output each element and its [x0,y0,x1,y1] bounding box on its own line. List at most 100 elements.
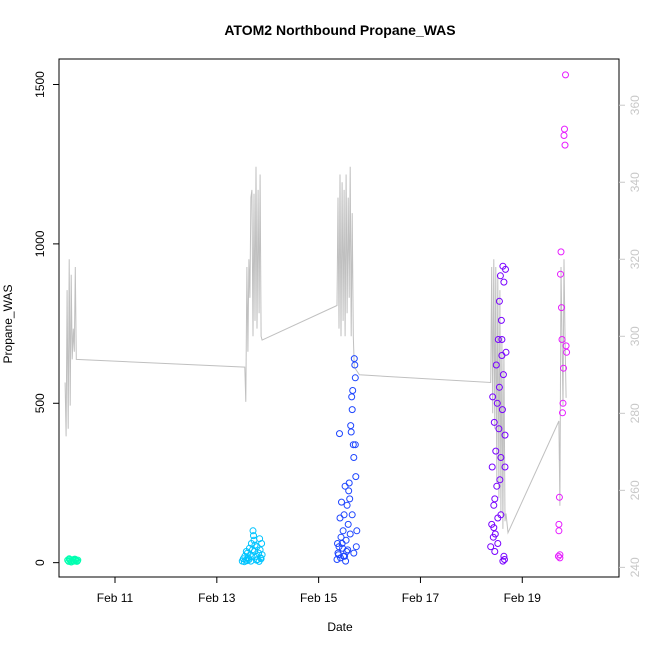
data-point-series-2 [251,541,259,549]
data-point-series-5 [556,551,564,559]
data-point-series-4 [497,454,505,461]
data-point-series-3 [348,511,356,519]
data-point-series-4 [495,297,503,305]
x-tick-label: Feb 15 [300,591,338,605]
data-point-series-4 [491,548,499,555]
data-point-series-3 [335,551,342,559]
data-point-series-3 [350,454,358,461]
data-point-series-3 [349,387,357,394]
data-point-series-5 [555,493,563,501]
y2-tick-label: 240 [628,557,642,577]
data-point-series-4 [490,501,498,509]
data-point-series-4 [493,399,501,407]
data-point-series-4 [487,543,495,551]
data-point-series-3 [353,527,361,535]
data-point-series-3 [334,540,341,547]
data-point-series-4 [499,557,507,565]
x-tick-label: Feb 11 [97,591,134,605]
x-tick-label: Feb 17 [402,591,440,605]
data-point-series-3 [342,536,350,544]
y-tick-label: 0 [33,559,47,566]
data-point-series-4 [498,336,506,343]
data-point-series-2 [257,555,265,563]
data-point-series-3 [339,544,347,552]
data-point-series-3 [345,479,353,487]
data-point-series-4 [501,431,509,439]
data-point-series-5 [562,342,570,350]
data-point-series-3 [351,374,359,382]
data-point-series-5 [555,520,563,528]
data-point-series-3 [346,530,354,538]
x-tick-label: Feb 13 [198,591,236,605]
data-point-series-4 [495,383,503,391]
data-point-series-3 [352,473,360,481]
data-point-series-5 [560,132,568,139]
data-point-series-3 [351,441,359,449]
data-point-series-3 [338,498,345,506]
y2-tick-label: 300 [628,326,642,346]
y2-tick-label: 360 [628,95,642,115]
data-point-series-4 [488,463,496,471]
y2-axis: 240 260 280 300 320 340 360 [619,95,642,577]
data-point-series-3 [333,556,341,563]
data-point-series-3 [339,527,347,535]
data-point-series-2 [242,548,250,555]
data-point-series-2 [249,527,257,535]
y2-tick-label: 340 [628,172,642,192]
data-point-series-3 [343,501,351,509]
y-tick-label: 500 [33,393,47,413]
data-point-series-4 [500,278,508,286]
data-point-series-3 [352,543,360,551]
data-point-series-3 [351,361,359,369]
plot-frame [58,58,620,578]
data-point-series-5 [559,399,567,407]
data-point-series-4 [499,371,507,379]
data-point-series-4 [502,348,510,356]
data-point-series-2 [258,551,266,559]
data-point-series-5 [557,248,565,256]
data-point-series-4 [492,447,500,455]
data-point-series-4 [501,556,508,563]
data-point-series-4 [490,418,498,426]
data-point-series-3 [336,430,343,438]
data-point-series-5 [560,364,567,372]
x-axis: Feb 11 Feb 13 Feb 15 Feb 17 Feb 19 [97,577,542,605]
data-point-series-4 [502,265,509,273]
data-point-series-5 [561,125,568,133]
data-point-series-5 [558,336,566,343]
data-point-series-4 [491,495,499,503]
data-point-series-3 [348,406,356,414]
data-point-series-5 [563,348,571,356]
y-axis-label: Propane_WAS [1,285,15,364]
y2-tick-label: 320 [628,249,642,269]
y-tick-label: 1000 [33,230,47,257]
data-point-series-5 [558,304,565,312]
data-point-series-5 [557,270,564,278]
x-axis-label: Date [327,620,353,634]
data-point-series-2 [258,540,266,547]
data-point-series-5 [556,554,564,562]
x-tick-label: Feb 19 [504,591,542,605]
chart-title: ATOM2 Northbound Propane_WAS [224,22,455,38]
data-point-series-3 [344,520,352,528]
data-point-series-4 [495,425,503,433]
data-point-series-3 [346,495,354,503]
data-point-series-4 [494,336,502,343]
data-point-series-4 [497,316,505,324]
data-point-series-4 [493,482,501,490]
data-point-series-3 [345,487,353,495]
data-point-series-3 [349,441,357,449]
data-point-series-3 [347,428,355,436]
data-point-series-3 [347,422,355,430]
data-point-series-1 [73,557,81,565]
data-point-series-5 [561,141,569,149]
y-tick-label: 1500 [33,71,47,98]
data-point-series-4 [494,540,502,547]
secondary-series-layer [64,166,567,535]
points-layer [64,71,571,566]
secondary-series-line [64,166,567,535]
data-point-series-2 [250,532,257,540]
data-point-series-1 [71,556,79,563]
data-point-series-5 [562,71,569,79]
